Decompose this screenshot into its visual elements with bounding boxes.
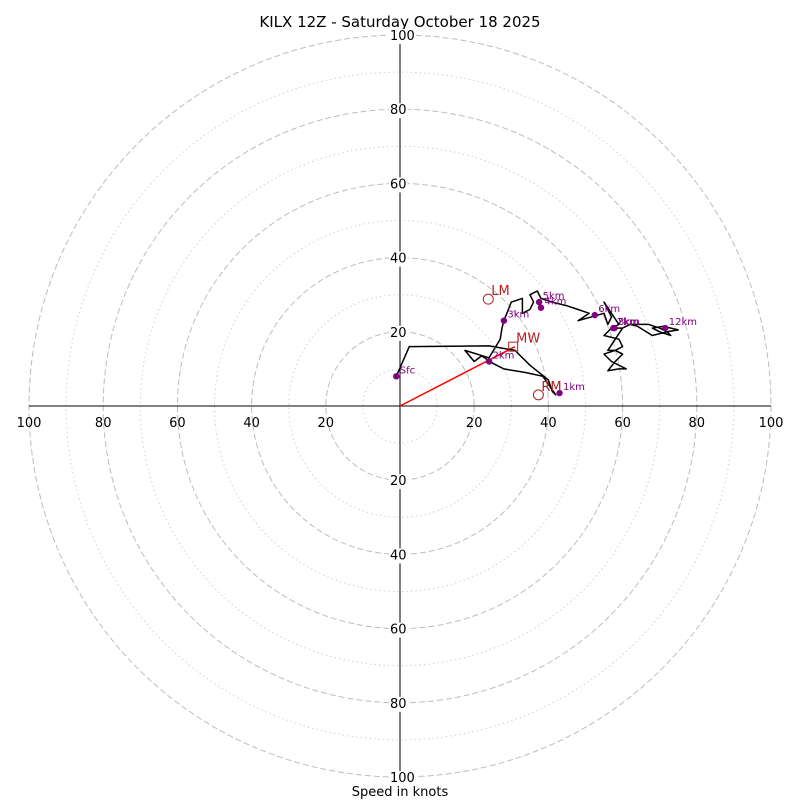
chart-title: KILX 12Z - Saturday October 18 2025 [259,13,540,31]
height-label-Sfc: Sfc [400,365,415,376]
y-tick-label: 20 [390,326,407,341]
height-marker-12km [662,324,669,332]
storm-marker-RM [532,389,544,401]
x-tick-label: 100 [759,416,784,431]
height-label-6km: 6km [598,304,620,315]
height-marker-3km [500,317,508,324]
y-tick-label: 60 [390,623,407,638]
storm-label-MW: MW [516,332,540,347]
y-tick-label-background [389,29,416,44]
height-label-7km: 7km [617,317,639,328]
height-marker-4km [537,304,545,311]
height-label-2km: 2km [493,350,515,361]
height-marker-Sfc [393,373,400,380]
height-label-1km: 1km [563,382,585,393]
y-tick-label-background [389,177,408,193]
y-tick-label: 100 [390,771,415,786]
x-tick-label: 80 [689,416,706,431]
y-tick-label-background [389,771,416,786]
y-tick-label-background [389,325,408,341]
height-marker-5km [535,298,543,306]
storm-label-LM: LM [491,284,509,299]
x-tick-label: 60 [614,416,631,431]
y-tick-label-background [389,251,408,267]
storm-motion-markers: LM MW RM [482,284,562,401]
y-tick-label: 80 [390,103,407,118]
height-marker-8km [611,324,618,332]
x-tick-label: 20 [466,416,483,431]
y-tick-label: 100 [390,29,415,44]
height-label-8km: 8km [618,317,640,328]
height-marker-2km [485,358,493,365]
x-tick-label: 40 [540,416,557,431]
shear-vector-line [399,345,516,407]
y-tick-label: 40 [390,252,407,267]
storm-label-RM: RM [541,380,561,395]
height-label-5km: 5km [543,291,565,302]
x-tick-label: 100 [17,416,42,431]
y-tick-label: 60 [390,177,407,192]
y-tick-label-background [389,622,408,638]
y-tick-label: 40 [390,548,407,563]
height-label-4km: 4km [544,297,566,308]
y-tick-label-background [389,474,408,490]
height-label-12km: 12km [669,317,697,328]
x-tick-label: 60 [169,416,186,431]
height-label-3km: 3km [507,310,529,321]
storm-marker-MW [508,341,519,352]
tick-labels: 100 80 60 40 20 20 40 60 80 100 100 80 60 40 20 20 40 60 8… [17,29,784,786]
shear-vector-layer [399,345,516,407]
y-tick-label-background [389,103,408,119]
x-tick-label: 20 [318,416,335,431]
x-axis-label: Speed in knots [352,785,449,800]
x-tick-label: 40 [243,416,260,431]
height-marker-1km [556,389,563,397]
y-tick-label: 80 [390,697,407,712]
x-tick-label: 80 [95,416,112,431]
storm-marker-LM [482,293,494,305]
y-tick-label: 20 [390,474,407,489]
y-tick-label-background [389,696,408,712]
height-marker-6km [591,311,598,319]
y-tick-label-background [389,548,408,564]
